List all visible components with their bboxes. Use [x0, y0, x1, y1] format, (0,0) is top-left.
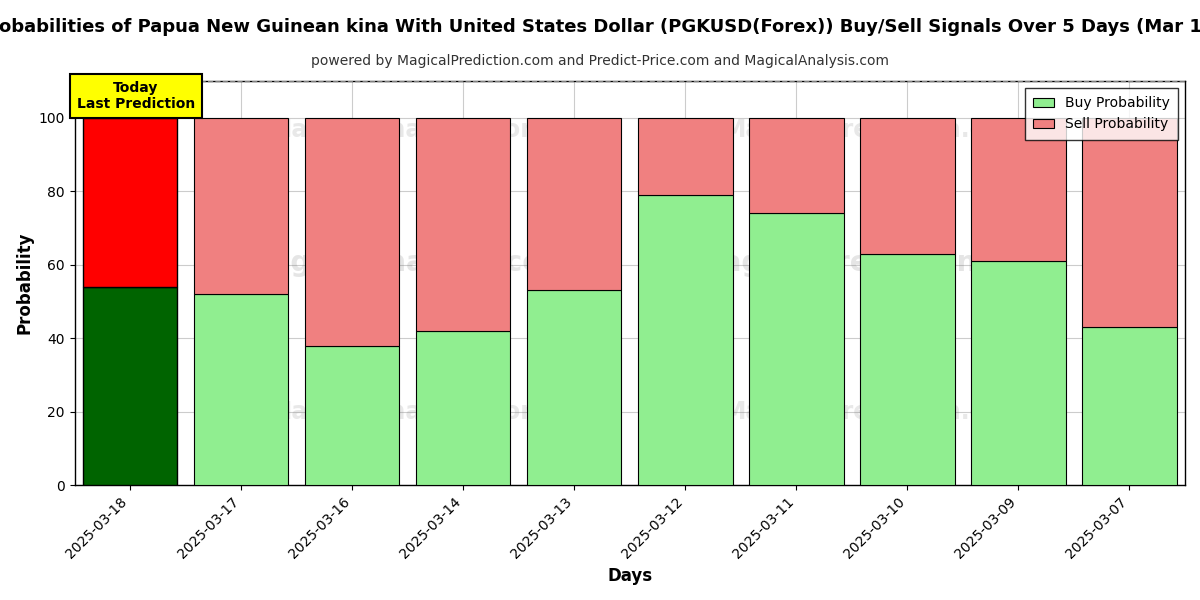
Bar: [860, 118, 955, 254]
Bar: [83, 118, 178, 287]
Text: MagicalAnalysis.com: MagicalAnalysis.com: [269, 118, 546, 142]
Bar: [416, 331, 510, 485]
Text: MagicalAnalysis.com: MagicalAnalysis.com: [245, 249, 571, 277]
Bar: [971, 118, 1066, 261]
Bar: [416, 118, 510, 331]
Text: Probabilities of Papua New Guinean kina With United States Dollar (PGKUSD(Forex): Probabilities of Papua New Guinean kina …: [0, 18, 1200, 36]
Bar: [305, 346, 400, 485]
Bar: [527, 290, 622, 485]
Legend: Buy Probability, Sell Probability: Buy Probability, Sell Probability: [1025, 88, 1178, 140]
Text: MagicalAnalysis.com: MagicalAnalysis.com: [269, 400, 546, 424]
Bar: [638, 118, 732, 195]
Bar: [527, 118, 622, 290]
Bar: [971, 261, 1066, 485]
Text: MagicalPrediction.com: MagicalPrediction.com: [722, 118, 1026, 142]
Bar: [749, 214, 844, 485]
Text: MagicalPrediction.com: MagicalPrediction.com: [722, 400, 1026, 424]
Bar: [749, 118, 844, 214]
Bar: [83, 287, 178, 485]
Y-axis label: Probability: Probability: [16, 232, 34, 334]
Bar: [194, 118, 288, 294]
Text: powered by MagicalPrediction.com and Predict-Price.com and MagicalAnalysis.com: powered by MagicalPrediction.com and Pre…: [311, 54, 889, 68]
Bar: [860, 254, 955, 485]
Bar: [1082, 118, 1177, 327]
Text: Today
Last Prediction: Today Last Prediction: [77, 80, 194, 111]
Bar: [1082, 327, 1177, 485]
Bar: [305, 118, 400, 346]
Bar: [194, 294, 288, 485]
Text: MagicalPrediction.com: MagicalPrediction.com: [696, 249, 1052, 277]
Bar: [638, 195, 732, 485]
X-axis label: Days: Days: [607, 567, 653, 585]
